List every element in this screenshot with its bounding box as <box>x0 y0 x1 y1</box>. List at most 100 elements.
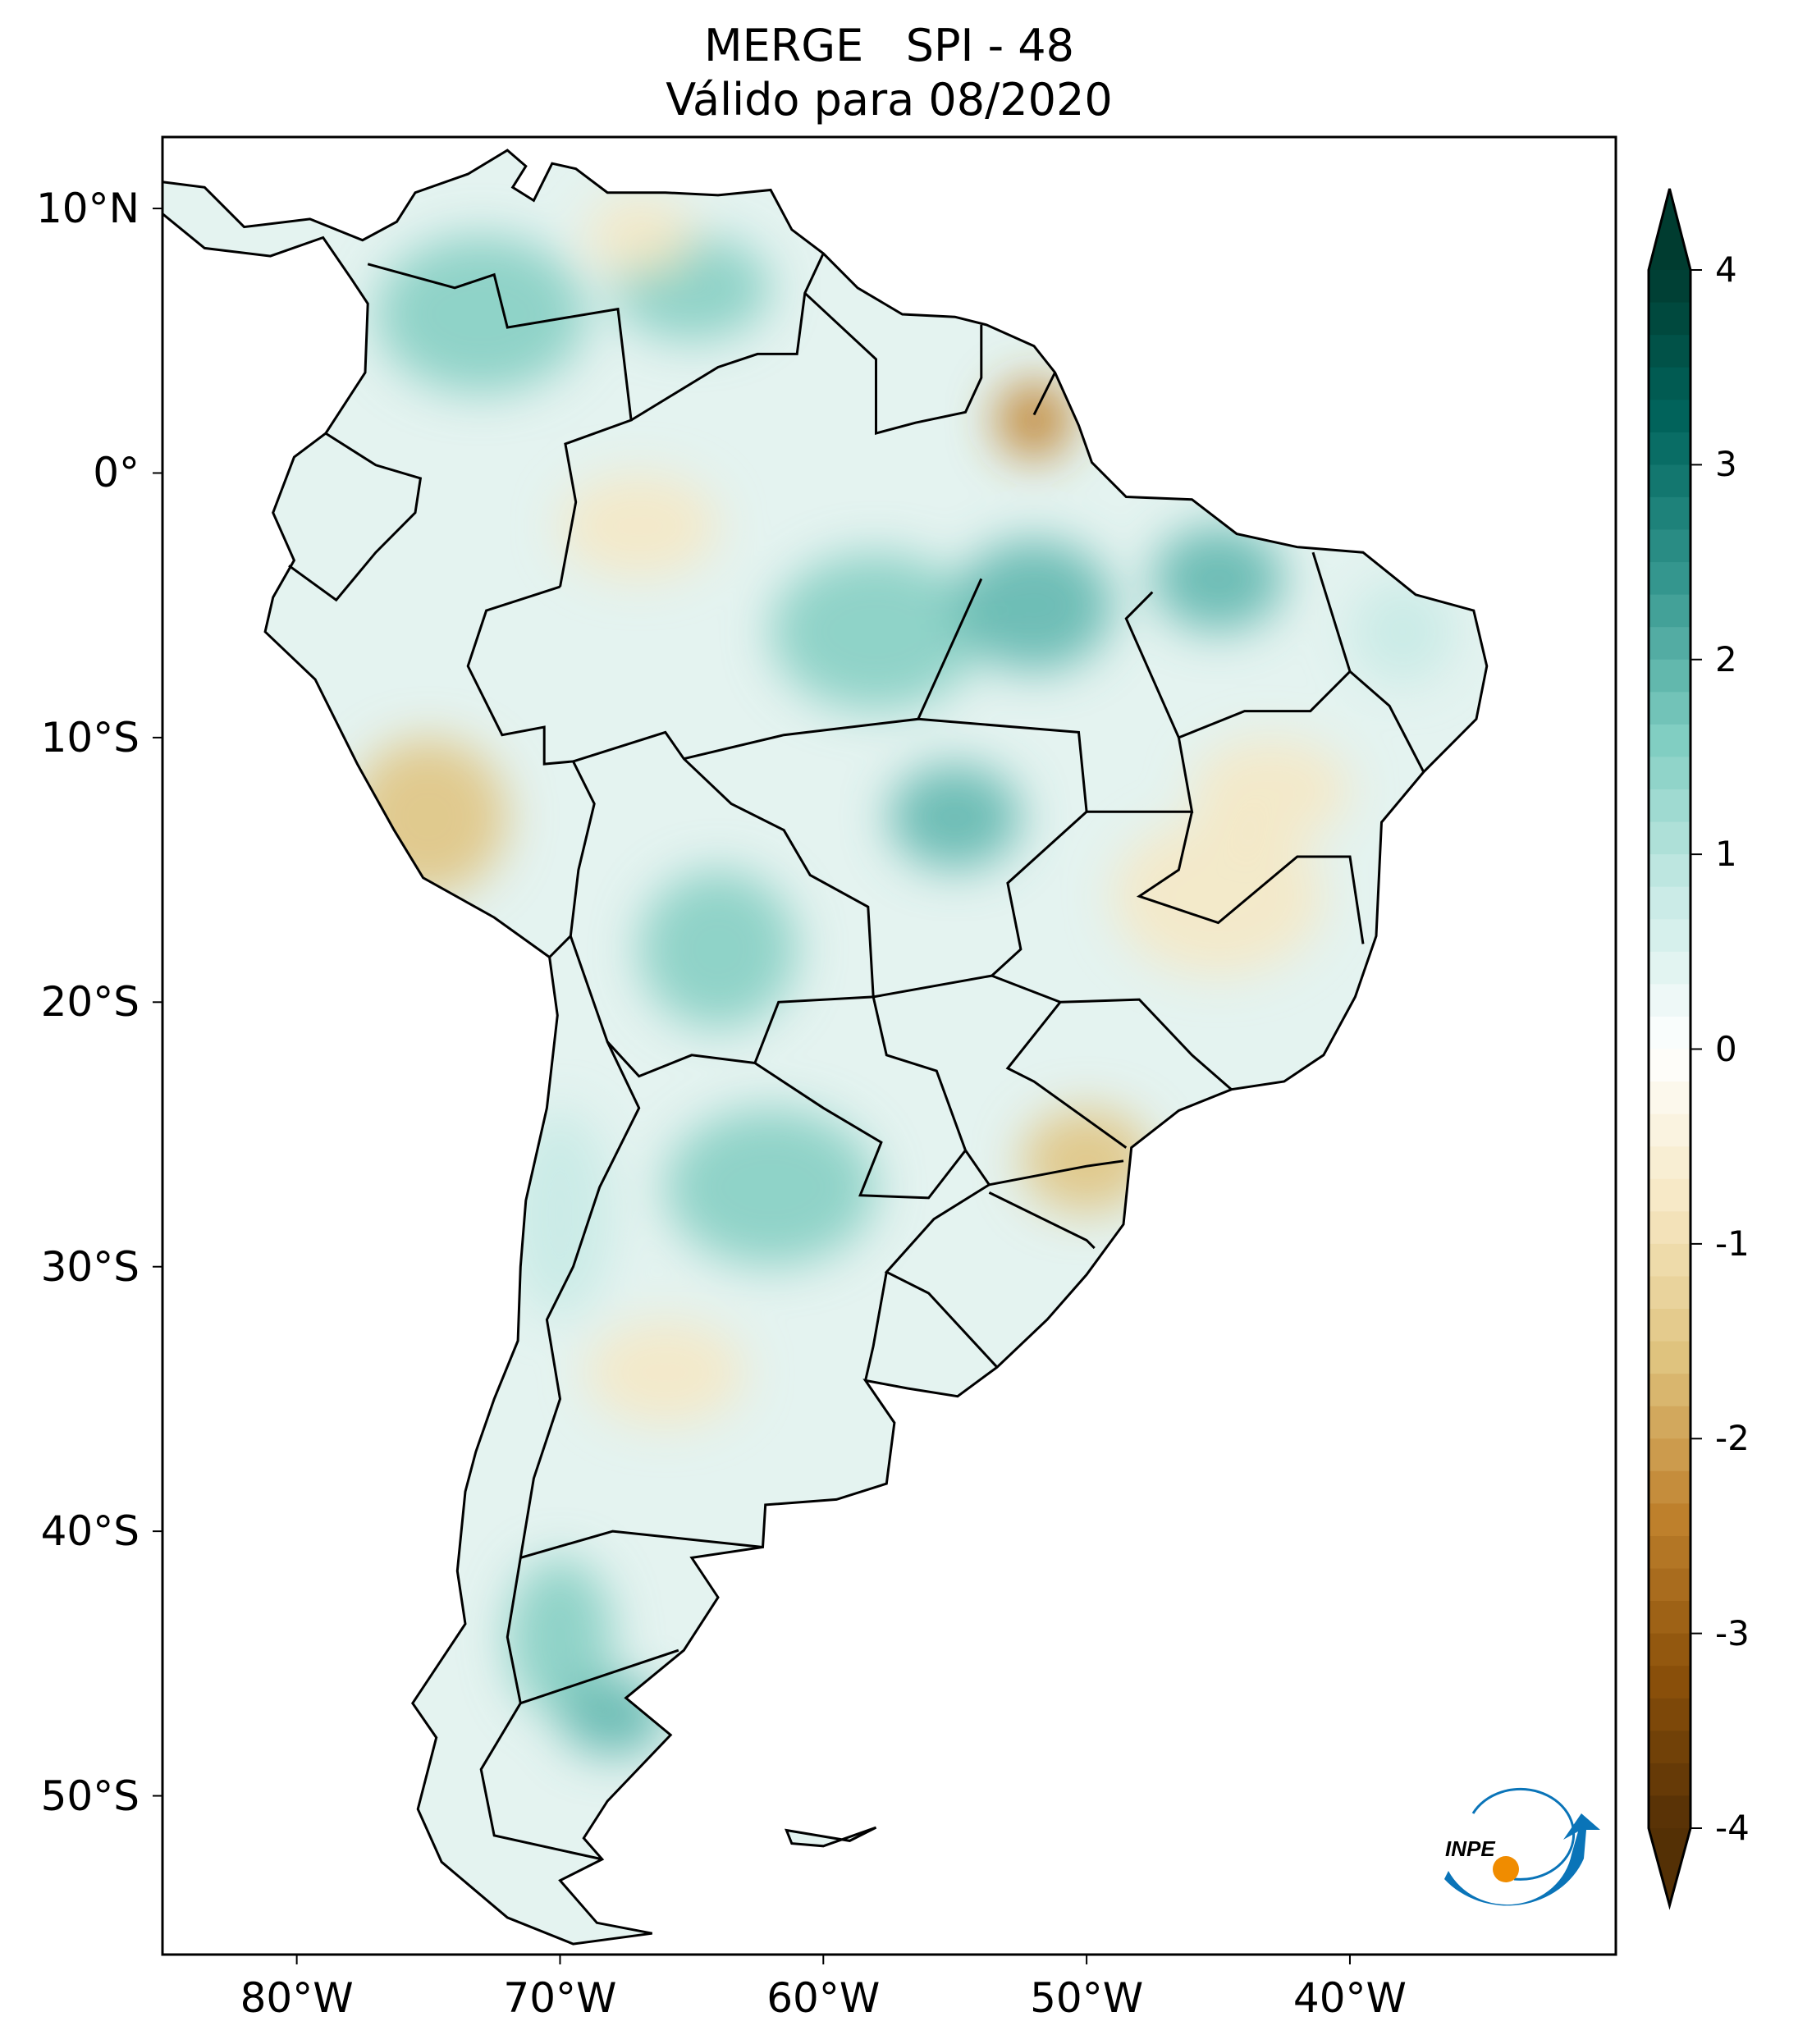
anomaly-patch <box>1350 578 1456 684</box>
colorbar-segment <box>1649 919 1690 953</box>
border-line <box>1349 670 1425 773</box>
colorbar-segment <box>1649 659 1690 693</box>
anomaly-patch <box>507 1558 613 1717</box>
border-line <box>519 1648 679 1705</box>
colorbar-segment <box>1649 984 1690 1017</box>
colorbar <box>1647 188 1702 1910</box>
anomaly-patch <box>560 473 718 578</box>
colorbar-tick-label: -1 <box>1715 1223 1750 1264</box>
colorbar-segment <box>1649 432 1690 466</box>
border-line <box>683 578 983 761</box>
colorbar-segment <box>1649 1049 1690 1083</box>
colorbar-segment <box>1649 1276 1690 1310</box>
colorbar-segment <box>1649 1243 1690 1278</box>
anomaly-patch <box>1113 817 1324 976</box>
lon-tick-label: 80°W <box>240 1974 354 2022</box>
colorbar-tick-label: 1 <box>1715 834 1737 875</box>
colorbar-segment <box>1649 367 1690 401</box>
colorbar-tick-label: 4 <box>1715 249 1737 290</box>
colorbar-segment <box>1649 1146 1690 1180</box>
colorbar-segment <box>1649 1178 1690 1213</box>
colorbar-tick-label: 2 <box>1715 638 1737 679</box>
colorbar-segment <box>1649 400 1690 433</box>
lon-tick-label: 60°W <box>766 1974 881 2022</box>
colorbar-segment <box>1649 1795 1690 1829</box>
anomaly-patch <box>771 552 981 711</box>
colorbar-segment <box>1649 951 1690 985</box>
colorbar-segment <box>1649 270 1690 304</box>
colorbar-tick-label: -4 <box>1715 1808 1750 1848</box>
colorbar-segment <box>1649 335 1690 368</box>
border-line <box>519 1530 763 1559</box>
colorbar-segment <box>1649 1113 1690 1148</box>
colorbar-segment <box>1649 302 1690 336</box>
colorbar-segment <box>1649 562 1690 596</box>
lon-tick-label: 40°W <box>1292 1974 1407 2022</box>
anomaly-patch <box>1152 526 1284 632</box>
anomaly-patch <box>638 870 797 1028</box>
border-line <box>989 1159 1124 1187</box>
anomaly-patch <box>376 235 587 394</box>
anomaly-patch <box>1021 1108 1153 1214</box>
colorbar-segment <box>1649 1081 1690 1115</box>
border-line <box>989 811 1233 1091</box>
colorbar-segment <box>1649 821 1690 856</box>
lat-tick-label: 40°S <box>40 1507 140 1556</box>
inpe-logo: INPE <box>1444 1787 1600 1906</box>
anomaly-patch <box>954 539 1113 671</box>
colorbar-segment <box>1649 496 1690 531</box>
colorbar-segment <box>1649 854 1690 888</box>
falkland-islands <box>785 1826 877 1848</box>
colorbar-segment <box>1649 1568 1690 1603</box>
colorbar-segment <box>1649 1503 1690 1537</box>
colorbar-extend-min <box>1649 1828 1690 1905</box>
colorbar-extend-max <box>1649 189 1690 270</box>
border-line <box>803 292 983 436</box>
border-line <box>754 1062 967 1200</box>
border-line <box>367 263 633 588</box>
colorbar-segment <box>1649 1470 1690 1505</box>
colorbar-segment <box>1649 1406 1690 1440</box>
anomaly-patch <box>1192 738 1350 844</box>
lat-tick-label: 10°S <box>40 713 140 761</box>
plot-border <box>161 135 1617 1956</box>
lat-tick-label: 50°S <box>40 1772 140 1820</box>
colorbar-segment <box>1649 1374 1690 1407</box>
colorbar-segment <box>1649 789 1690 823</box>
border-line <box>1136 811 1365 944</box>
colorbar-segment <box>1649 1535 1690 1570</box>
border-line <box>1032 372 1056 416</box>
colorbar-segment <box>1649 757 1690 790</box>
border-line <box>466 585 596 958</box>
colorbar-segment <box>1649 1309 1690 1342</box>
colorbar-segment <box>1649 886 1690 921</box>
lat-tick-label: 10°N <box>35 185 140 233</box>
lat-tick-label: 20°S <box>40 978 140 1027</box>
colorbar-segment <box>1649 464 1690 498</box>
border-line <box>1005 1001 1128 1149</box>
anomaly-patch <box>586 195 692 275</box>
colorbar-segment <box>1649 1341 1690 1375</box>
colorbar-segment <box>1649 1016 1690 1050</box>
colorbar-segment <box>1649 1211 1690 1245</box>
colorbar-tick-label: 0 <box>1715 1028 1737 1069</box>
svg-text:INPE: INPE <box>1445 1836 1495 1861</box>
colorbar-tick-label: -2 <box>1715 1418 1750 1459</box>
colorbar-segment <box>1649 1731 1690 1764</box>
border-line <box>864 1271 888 1381</box>
colorbar-tick-label: 3 <box>1715 444 1737 485</box>
colorbar-segment <box>1649 1633 1690 1667</box>
lat-tick-label: 0° <box>93 449 140 497</box>
colorbar-segment <box>1649 529 1690 564</box>
border-line <box>872 974 992 999</box>
colorbar-segment <box>1649 1666 1690 1699</box>
map-title-line2: Válido para 08/2020 <box>666 74 1113 126</box>
lon-tick-label: 50°W <box>1030 1974 1144 2022</box>
colorbar-segment <box>1649 627 1690 661</box>
colorbar-segment <box>1649 724 1690 758</box>
border-line <box>1178 551 1352 739</box>
lat-tick-label: 30°S <box>40 1242 140 1291</box>
land-area <box>162 150 1487 1945</box>
border-line <box>988 1191 1096 1250</box>
